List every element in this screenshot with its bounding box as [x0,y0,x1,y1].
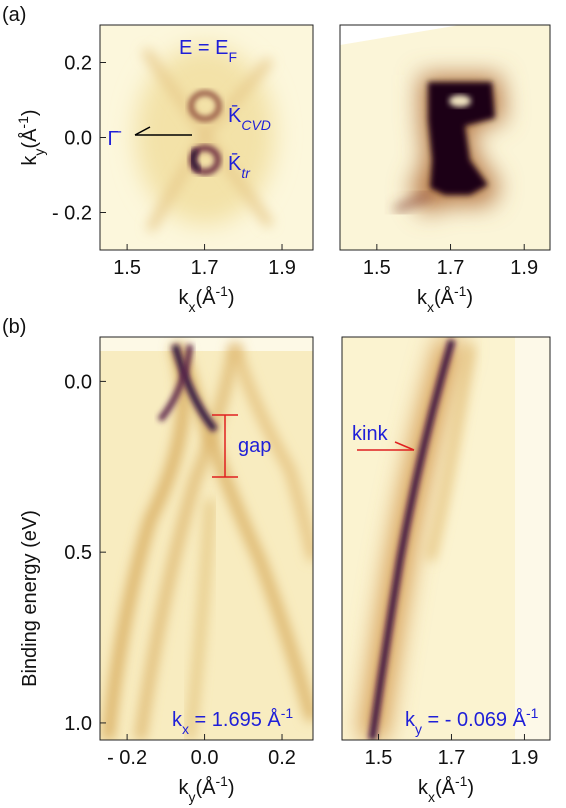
annotation: K̄CVD [228,104,271,133]
kink-arrow [394,441,415,451]
annotation-part: kink [352,423,389,445]
y-tick-label: - 0.2 [52,203,92,225]
x-axis-label-part: k [418,777,429,799]
axes-layer: 1.5 1.7 1.90.20.0- 0.2kx(Å-1)ky(Å-1)(a)E =… [2,4,551,805]
panel-label: (b) [2,316,26,338]
x-axis-label-part: x [427,299,434,315]
panel-frame [339,24,551,251]
y-axis-label-part: (Å [18,128,41,149]
y-axis-label-part: y [31,149,47,156]
annotation-part: gap [238,435,271,457]
y-axis-label-part: k [19,155,41,166]
annotation-part: tr [241,165,251,181]
annotation: K̄tr [228,152,251,181]
x-axis-label-part: ) [228,287,235,309]
fermi-map-image [100,25,313,250]
annotation: ky = - 0.069 Å-1 [405,705,539,737]
dispersion-image [100,337,313,740]
x-tick-label: - 0.2 [107,747,147,769]
gamma-pointer [134,126,151,136]
annotation-part: -1 [526,705,539,721]
y-tick-label: 0.5 [64,542,92,564]
x-axis-label-part: (Å [434,286,455,309]
x-axis-label-part: -1 [455,773,468,789]
annotation-part: K̄ [228,152,242,175]
annotation-part: k [405,709,416,731]
x-tick-label: 1.7 [437,257,465,279]
dispersion-image [342,337,550,740]
x-axis-label-part: k [178,287,189,309]
y-axis-label-part: -1 [15,116,31,129]
x-axis-label: kx(Å-1) [418,773,474,805]
x-axis-label-part: (Å [195,286,216,309]
x-tick-label: 1.9 [268,257,296,279]
panel-frame [341,336,551,741]
x-axis-label: ky(Å-1) [178,773,234,805]
x-axis-label-part: (Å [435,776,456,799]
x-axis-label-part: k [417,287,428,309]
x-tick-label: 1.5 [113,257,141,279]
x-axis-label-part: -1 [215,283,228,299]
annotation-part: Γ̄ [107,128,121,150]
annotation: kx = 1.695 Å-1 [172,705,293,737]
annotation-part: k [172,709,183,731]
annotation: Γ̄ [107,128,121,150]
y-axis-label: ky(Å-1) [15,109,47,165]
x-tick-label: 0.0 [191,747,219,769]
y-tick-label: 0.0 [64,371,92,393]
x-tick-label: 1.9 [510,257,538,279]
fermi-map-image [340,25,550,250]
annotation-part: = 1.695 Å [189,708,281,731]
y-axis-label: Binding energy (eV) [19,510,41,687]
annotation-part: CVD [241,117,271,133]
y-axis-label-part: ) [19,109,41,116]
x-tick-label: 1.5 [365,747,393,769]
annotation-part: -1 [281,705,294,721]
x-axis-label-part: -1 [215,773,228,789]
x-axis-label-part: y [188,789,195,805]
annotation-part: y [415,721,422,737]
annotation-part: E = E [179,37,228,59]
panel-frame [99,336,314,741]
x-tick-label: 0.2 [268,747,296,769]
annotation: kink [352,423,389,445]
x-tick-label: 1.7 [438,747,466,769]
x-axis-label-part: ) [228,777,235,799]
y-tick-label: 0.2 [64,53,92,75]
x-axis-label-part: x [188,299,195,315]
panel-label: (a) [2,4,26,26]
x-axis-label-part: -1 [454,283,467,299]
annotation: gap [238,435,271,457]
x-axis-label-part: ) [466,287,473,309]
x-axis-label-part: ) [467,777,474,799]
x-axis-label-part: (Å [195,776,216,799]
annotation-part: x [182,721,189,737]
x-tick-label: 1.5 [363,257,391,279]
annotation-part: K̄ [228,104,242,127]
x-tick-label: 1.7 [191,257,219,279]
annotation-part: = - 0.069 Å [422,708,527,731]
x-axis-label: kx(Å-1) [178,283,234,315]
annotation: E = EF [179,37,237,65]
x-axis-label: kx(Å-1) [417,283,473,315]
x-tick-label: 1.9 [511,747,539,769]
y-tick-label: 1.0 [64,713,92,735]
annotation-part: F [228,49,237,65]
y-axis-label-part: Binding energy (eV) [19,510,41,687]
x-axis-label-part: k [178,777,189,799]
y-tick-label: 0.0 [64,128,92,150]
x-axis-label-part: x [428,789,435,805]
